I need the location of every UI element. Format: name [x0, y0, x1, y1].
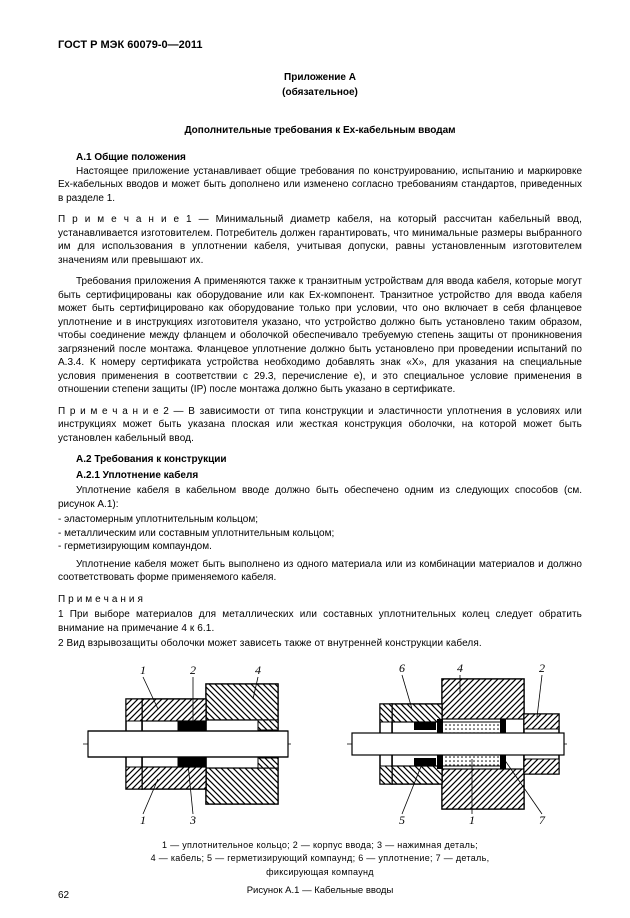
legend-line-1: 1 — уплотнительное кольцо; 2 — корпус вв… [162, 840, 478, 850]
a2-item-2: - металлическим или составным уплотнител… [58, 528, 334, 539]
a2-notes-title: П р и м е ч а н и я [58, 594, 143, 605]
legend-line-2: 4 — кабель; 5 — герметизирующий компаунд… [151, 853, 490, 863]
label-6: 1 [140, 663, 146, 677]
a1-p2: Требования приложения А применяются такж… [58, 276, 582, 395]
section-a2: А.2 Требования к конструкции А.2.1 Уплот… [58, 453, 582, 651]
label-7r: 7 [539, 813, 546, 827]
annex-subtitle: (обязательное) [58, 86, 582, 100]
page-number: 62 [58, 889, 69, 903]
label-4: 4 [255, 663, 261, 677]
label-1r: 1 [469, 813, 475, 827]
a2-item-3: - герметизирующим компаундом. [58, 541, 212, 552]
a1-p1: Настоящее приложение устанавливает общие… [58, 166, 582, 204]
figure-legend: 1 — уплотнительное кольцо; 2 — корпус вв… [58, 839, 582, 880]
section-heading: Дополнительные требования к Ех-кабельным… [58, 124, 582, 138]
a2-n1: 1 При выборе материалов для металлически… [58, 609, 582, 634]
label-4r: 4 [457, 661, 463, 675]
label-6r: 6 [399, 661, 405, 675]
figure-right: 6 4 2 5 1 7 [332, 659, 582, 829]
label-1b: 1 [140, 813, 146, 827]
a2-p1: Уплотнение кабеля в кабельном вводе долж… [58, 485, 582, 510]
figure-a1: 1 2 4 1 3 [58, 659, 582, 898]
a2-p2: Уплотнение кабеля может быть выполнено и… [58, 559, 582, 584]
a1-note2: П р и м е ч а н и е 2 — В зависимости от… [58, 406, 582, 444]
figure-caption: Рисунок А.1 — Кабельные вводы [58, 885, 582, 898]
a1-title: А.1 Общие положения [76, 152, 186, 163]
a1-note1: П р и м е ч а н и е 1 — Минимальный диам… [58, 214, 582, 266]
doc-header: ГОСТ Р МЭК 60079-0—2011 [58, 38, 582, 53]
a2-n2: 2 Вид взрывозащиты оболочки может зависе… [58, 638, 482, 649]
label-5r: 5 [399, 813, 405, 827]
figure-left: 1 2 4 1 3 [58, 659, 308, 829]
a2-title: А.2 Требования к конструкции [76, 454, 227, 465]
annex-title: Приложение А [58, 71, 582, 85]
label-3b: 3 [189, 813, 196, 827]
label-2: 2 [190, 663, 196, 677]
section-a1: А.1 Общие положения Настоящее приложение… [58, 151, 582, 445]
a2-item-1: - эластомерным уплотнительным кольцом; [58, 514, 258, 525]
legend-line-3: фиксирующая компаунд [266, 867, 374, 877]
label-2r: 2 [539, 661, 545, 675]
page: ГОСТ Р МЭК 60079-0—2011 Приложение А (об… [0, 0, 630, 918]
a2-sub1: А.2.1 Уплотнение кабеля [76, 470, 198, 481]
